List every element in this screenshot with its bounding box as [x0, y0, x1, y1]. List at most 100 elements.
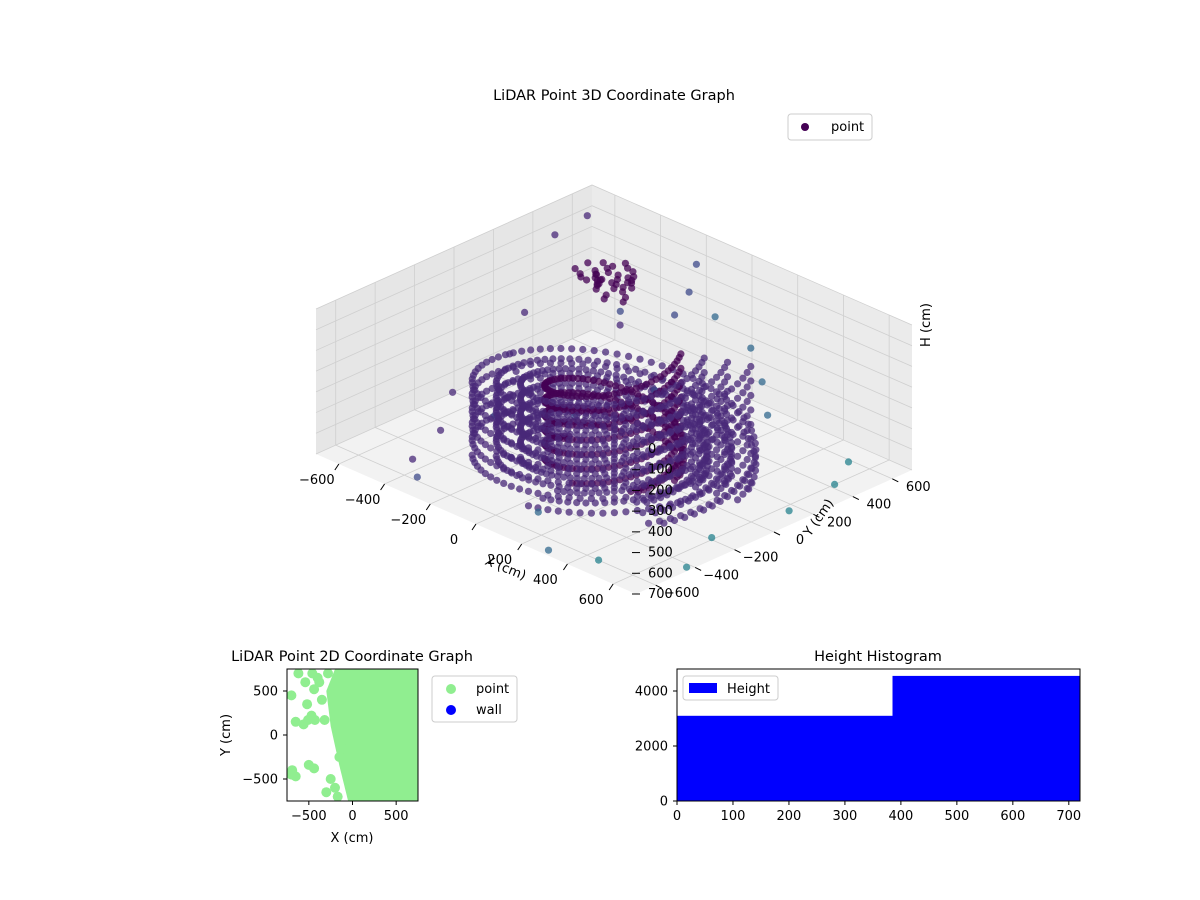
data-point	[633, 463, 641, 471]
data-point	[487, 429, 495, 438]
data-point	[785, 507, 793, 515]
y-tick-label: 0	[660, 795, 668, 810]
data-point	[592, 285, 600, 293]
data-point	[634, 390, 642, 398]
histogram-legend: Height	[682, 675, 779, 701]
data-point	[587, 466, 596, 474]
x-tick-label: 400	[888, 809, 913, 824]
data-point	[713, 424, 721, 432]
data-point	[583, 393, 591, 401]
data-point	[620, 373, 628, 381]
data-point	[734, 438, 742, 446]
data-point	[481, 412, 489, 420]
data-point	[625, 352, 633, 360]
data-point	[739, 432, 747, 440]
data-point	[604, 369, 613, 378]
data-point	[708, 450, 716, 458]
data-point	[513, 399, 521, 407]
data-point	[573, 412, 581, 420]
data-point	[764, 411, 772, 419]
data-point	[747, 420, 755, 429]
data-point	[557, 344, 565, 353]
data-point	[549, 355, 557, 363]
data-point	[728, 457, 736, 466]
data-point	[645, 476, 653, 484]
data-point	[747, 377, 755, 385]
data-point	[524, 458, 533, 466]
data-point	[488, 370, 496, 378]
data-point	[713, 489, 721, 497]
z-tick-label: 600	[648, 566, 673, 581]
data-point	[739, 447, 747, 455]
data-point	[639, 407, 647, 415]
x-tick-label: 600	[579, 593, 604, 608]
data-point	[509, 349, 517, 357]
data-point	[565, 436, 573, 444]
data-point	[639, 494, 647, 502]
data-point	[564, 411, 572, 419]
data-point	[708, 534, 716, 542]
data-point	[583, 212, 591, 220]
data-point	[677, 439, 685, 447]
data-point	[678, 378, 686, 386]
data-point	[645, 447, 653, 455]
x-tick-label: 0	[348, 809, 356, 824]
data-point	[549, 365, 557, 373]
data-point	[526, 357, 535, 365]
data-point	[687, 407, 695, 415]
data-point	[656, 503, 664, 511]
data-point	[681, 394, 690, 402]
legend-label-height: Height	[727, 682, 770, 697]
data-point	[705, 501, 713, 509]
data-point	[656, 474, 664, 482]
data-point	[721, 405, 729, 413]
data-point	[501, 351, 510, 359]
data-point	[734, 423, 742, 431]
data-point	[747, 464, 755, 472]
y-tick-label: 200	[827, 515, 852, 530]
data-point	[705, 414, 713, 422]
data-point	[481, 441, 489, 449]
y-tick	[694, 566, 702, 571]
data-point	[639, 509, 647, 517]
data-point	[708, 465, 716, 473]
data-point	[743, 368, 751, 377]
data-point	[696, 386, 704, 395]
z-tick-label: 200	[648, 483, 673, 498]
data-point	[610, 390, 618, 398]
x-tick-label: 500	[944, 809, 969, 824]
y-tick	[773, 531, 781, 536]
data-point	[629, 409, 637, 417]
data-point	[633, 419, 641, 428]
data-point	[554, 493, 562, 501]
data-point	[696, 432, 704, 440]
data-point	[544, 419, 552, 427]
data-point	[603, 359, 611, 367]
data-point	[747, 391, 755, 400]
data-point	[616, 389, 624, 397]
data-point	[713, 402, 721, 410]
data-point	[622, 479, 630, 487]
data-point	[573, 402, 581, 410]
data-point	[561, 365, 570, 373]
data-point	[721, 477, 729, 485]
data-point	[493, 476, 501, 484]
data-point	[520, 359, 528, 367]
y-tick-label: 0	[270, 729, 278, 744]
data-point	[587, 422, 596, 430]
data-point	[717, 383, 725, 391]
x-tick	[563, 563, 568, 571]
data-point	[599, 466, 607, 474]
data-point	[621, 387, 630, 396]
data-point	[666, 515, 675, 523]
z-tick-label: 0	[648, 442, 656, 457]
data-point	[705, 443, 713, 451]
data-point	[610, 422, 619, 430]
data-point	[625, 398, 634, 406]
data-point	[481, 397, 489, 405]
data-point	[290, 716, 301, 727]
data-point	[621, 259, 630, 267]
data-point	[734, 409, 742, 417]
data-point	[603, 264, 611, 272]
data-point	[721, 390, 729, 398]
